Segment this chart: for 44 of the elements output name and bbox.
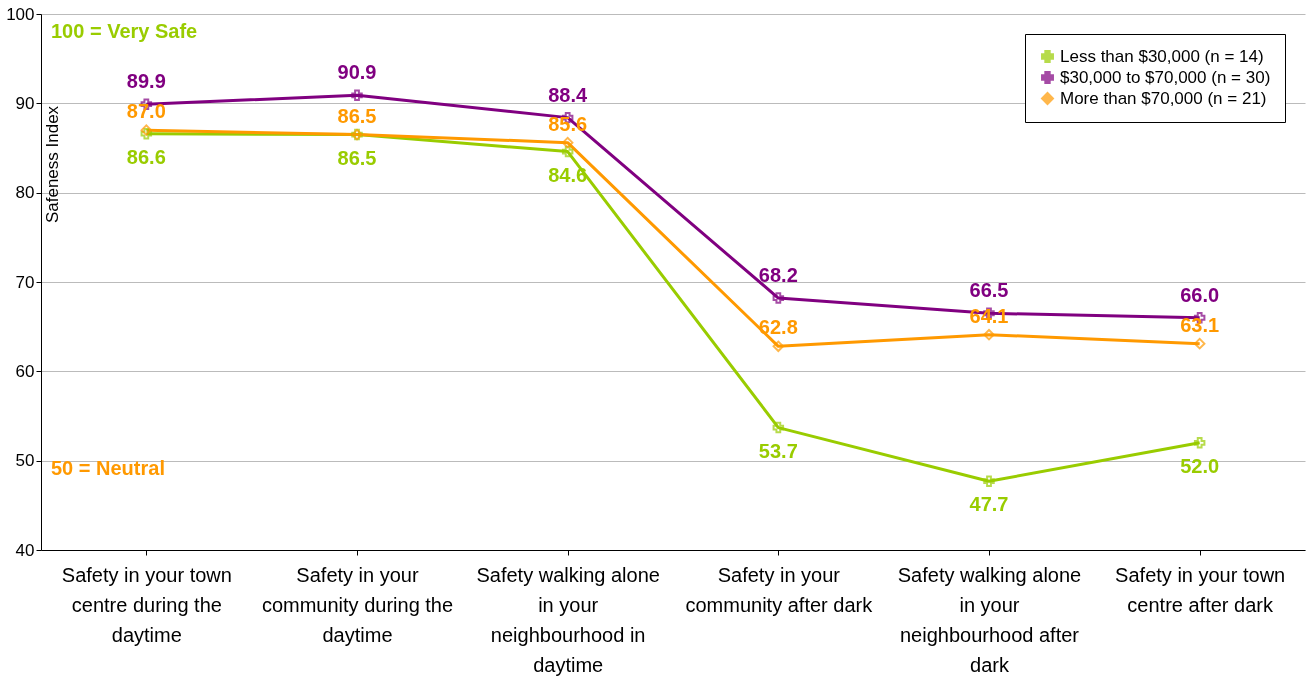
legend-label: Less than $30,000 (n = 14): [1060, 46, 1264, 66]
annotation: 100 = Very Safe: [51, 20, 198, 42]
point: [1193, 437, 1206, 449]
point: [140, 124, 153, 136]
data-label: 89.9: [126, 70, 166, 93]
annotation: 50 = Neutral: [51, 457, 165, 479]
y-tick-label: 40: [15, 540, 35, 560]
point: [772, 340, 785, 353]
data-label: 66.0: [1180, 283, 1220, 306]
y-tick-label: 100: [6, 4, 35, 24]
data-label: 86.6: [126, 145, 166, 168]
data-label: 53.7: [758, 439, 798, 462]
data-label: 86.5: [337, 146, 377, 169]
x-tick-label: Safety in your community during the daytime: [261, 563, 454, 646]
data-label: 63.1: [1180, 313, 1220, 336]
x-tick-label: Safety in your town centre after dark: [1115, 563, 1286, 616]
data-label: 66.5: [969, 279, 1009, 302]
point: [983, 475, 995, 487]
x-tick-label: Safety walking alone in your neighbourhood in daytime: [476, 563, 660, 676]
point: [772, 292, 785, 304]
y-axis-title: Safeness Index: [42, 105, 62, 224]
data-label: 87.0: [126, 100, 166, 123]
y-tick-label: 80: [15, 183, 35, 203]
data-label: 68.2: [758, 264, 798, 287]
data-label: 47.7: [969, 493, 1009, 516]
point: [983, 328, 995, 341]
x-tick-label: Safety in your town centre during the daytime: [61, 563, 232, 646]
point: [772, 421, 785, 434]
legend-label: More than $70,000 (n = 21): [1060, 88, 1267, 108]
data-label: 88.4: [548, 83, 588, 106]
point: [561, 145, 574, 158]
data-label: 62.8: [758, 316, 798, 339]
x-tick-label: Safety walking alone in your neighbourhood after dark: [897, 563, 1082, 676]
y-tick-label: 50: [15, 451, 35, 471]
y-tick-label: 60: [15, 361, 35, 381]
point: [140, 127, 153, 140]
x-tick-label: Safety in your community after dark: [685, 563, 874, 616]
y-tick-label: 70: [15, 272, 35, 292]
legend-label: $30,000 to $70,000 (n = 30): [1060, 67, 1271, 87]
y-tick-label: 90: [15, 93, 35, 113]
data-label: 52.0: [1180, 454, 1220, 477]
point: [351, 89, 363, 102]
data-label: 90.9: [337, 61, 377, 84]
data-label: 86.5: [337, 104, 377, 127]
